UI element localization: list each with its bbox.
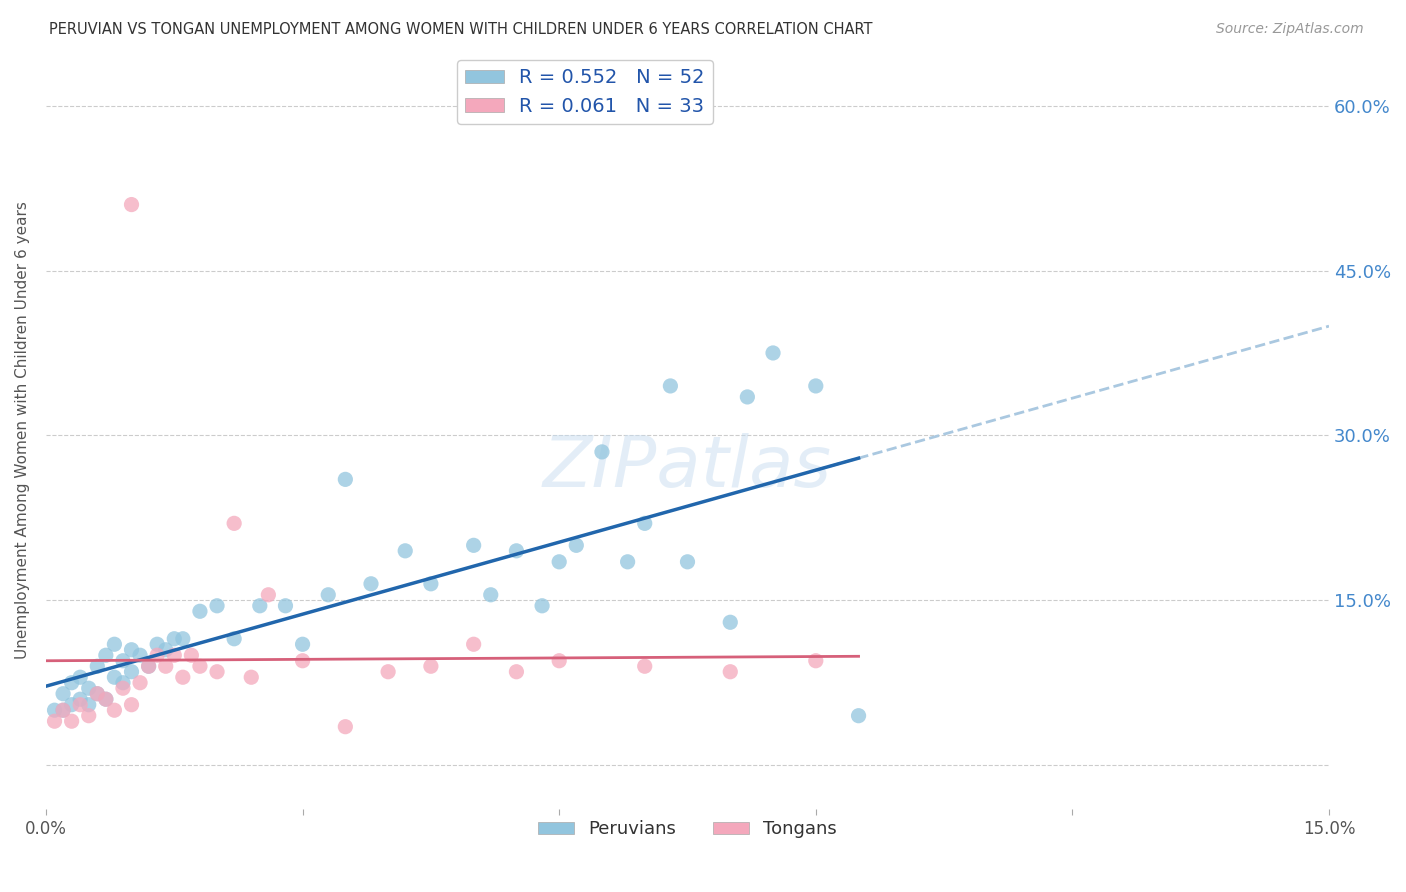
Point xyxy=(52,687,75,701)
Point xyxy=(676,555,699,569)
Point xyxy=(291,637,314,651)
Point xyxy=(121,698,143,712)
Point xyxy=(718,615,741,630)
Point xyxy=(249,599,271,613)
Point xyxy=(419,576,441,591)
Point xyxy=(60,714,83,729)
Point xyxy=(291,654,314,668)
Point xyxy=(121,642,143,657)
Point xyxy=(86,687,108,701)
Point xyxy=(419,659,441,673)
Point xyxy=(224,516,246,531)
Point xyxy=(737,390,759,404)
Point xyxy=(44,714,66,729)
Point xyxy=(44,703,66,717)
Point xyxy=(94,692,117,706)
Point xyxy=(463,538,485,552)
Point xyxy=(804,654,827,668)
Text: Source: ZipAtlas.com: Source: ZipAtlas.com xyxy=(1216,22,1364,37)
Point xyxy=(616,555,638,569)
Point xyxy=(531,599,554,613)
Point xyxy=(377,665,399,679)
Point xyxy=(146,648,169,663)
Point xyxy=(94,648,117,663)
Point xyxy=(463,637,485,651)
Point xyxy=(60,675,83,690)
Point xyxy=(103,637,125,651)
Point xyxy=(394,544,416,558)
Point xyxy=(111,675,134,690)
Point xyxy=(188,659,211,673)
Point xyxy=(163,632,186,646)
Point xyxy=(180,648,202,663)
Point xyxy=(111,681,134,696)
Point xyxy=(52,703,75,717)
Legend: Peruvians, Tongans: Peruvians, Tongans xyxy=(531,814,844,846)
Point xyxy=(360,576,382,591)
Point xyxy=(172,670,194,684)
Point xyxy=(659,379,682,393)
Point xyxy=(479,588,502,602)
Point xyxy=(224,632,246,646)
Point xyxy=(565,538,588,552)
Point xyxy=(129,648,152,663)
Point xyxy=(77,698,100,712)
Point xyxy=(103,703,125,717)
Text: PERUVIAN VS TONGAN UNEMPLOYMENT AMONG WOMEN WITH CHILDREN UNDER 6 YEARS CORRELAT: PERUVIAN VS TONGAN UNEMPLOYMENT AMONG WO… xyxy=(49,22,873,37)
Point xyxy=(548,555,571,569)
Point xyxy=(121,197,143,211)
Point xyxy=(69,670,91,684)
Point xyxy=(718,665,741,679)
Point xyxy=(188,604,211,618)
Point xyxy=(60,698,83,712)
Point xyxy=(505,544,527,558)
Point xyxy=(335,720,357,734)
Point xyxy=(163,648,186,663)
Point xyxy=(52,703,75,717)
Point xyxy=(138,659,160,673)
Point xyxy=(205,665,228,679)
Point xyxy=(86,659,108,673)
Point xyxy=(505,665,527,679)
Point xyxy=(138,659,160,673)
Point xyxy=(103,670,125,684)
Point xyxy=(762,346,785,360)
Point xyxy=(129,675,152,690)
Point xyxy=(591,445,613,459)
Point xyxy=(69,698,91,712)
Y-axis label: Unemployment Among Women with Children Under 6 years: Unemployment Among Women with Children U… xyxy=(15,201,30,659)
Point xyxy=(335,472,357,486)
Point xyxy=(804,379,827,393)
Point xyxy=(155,642,177,657)
Point xyxy=(155,659,177,673)
Point xyxy=(172,632,194,646)
Point xyxy=(111,654,134,668)
Point xyxy=(634,659,657,673)
Point xyxy=(634,516,657,531)
Point xyxy=(548,654,571,668)
Point xyxy=(240,670,263,684)
Point xyxy=(94,692,117,706)
Point xyxy=(146,637,169,651)
Text: ZIPatlas: ZIPatlas xyxy=(543,434,832,502)
Point xyxy=(121,665,143,679)
Point xyxy=(848,708,870,723)
Point xyxy=(69,692,91,706)
Point xyxy=(274,599,297,613)
Point xyxy=(316,588,339,602)
Point xyxy=(77,708,100,723)
Point xyxy=(77,681,100,696)
Point xyxy=(86,687,108,701)
Point xyxy=(257,588,280,602)
Point xyxy=(205,599,228,613)
